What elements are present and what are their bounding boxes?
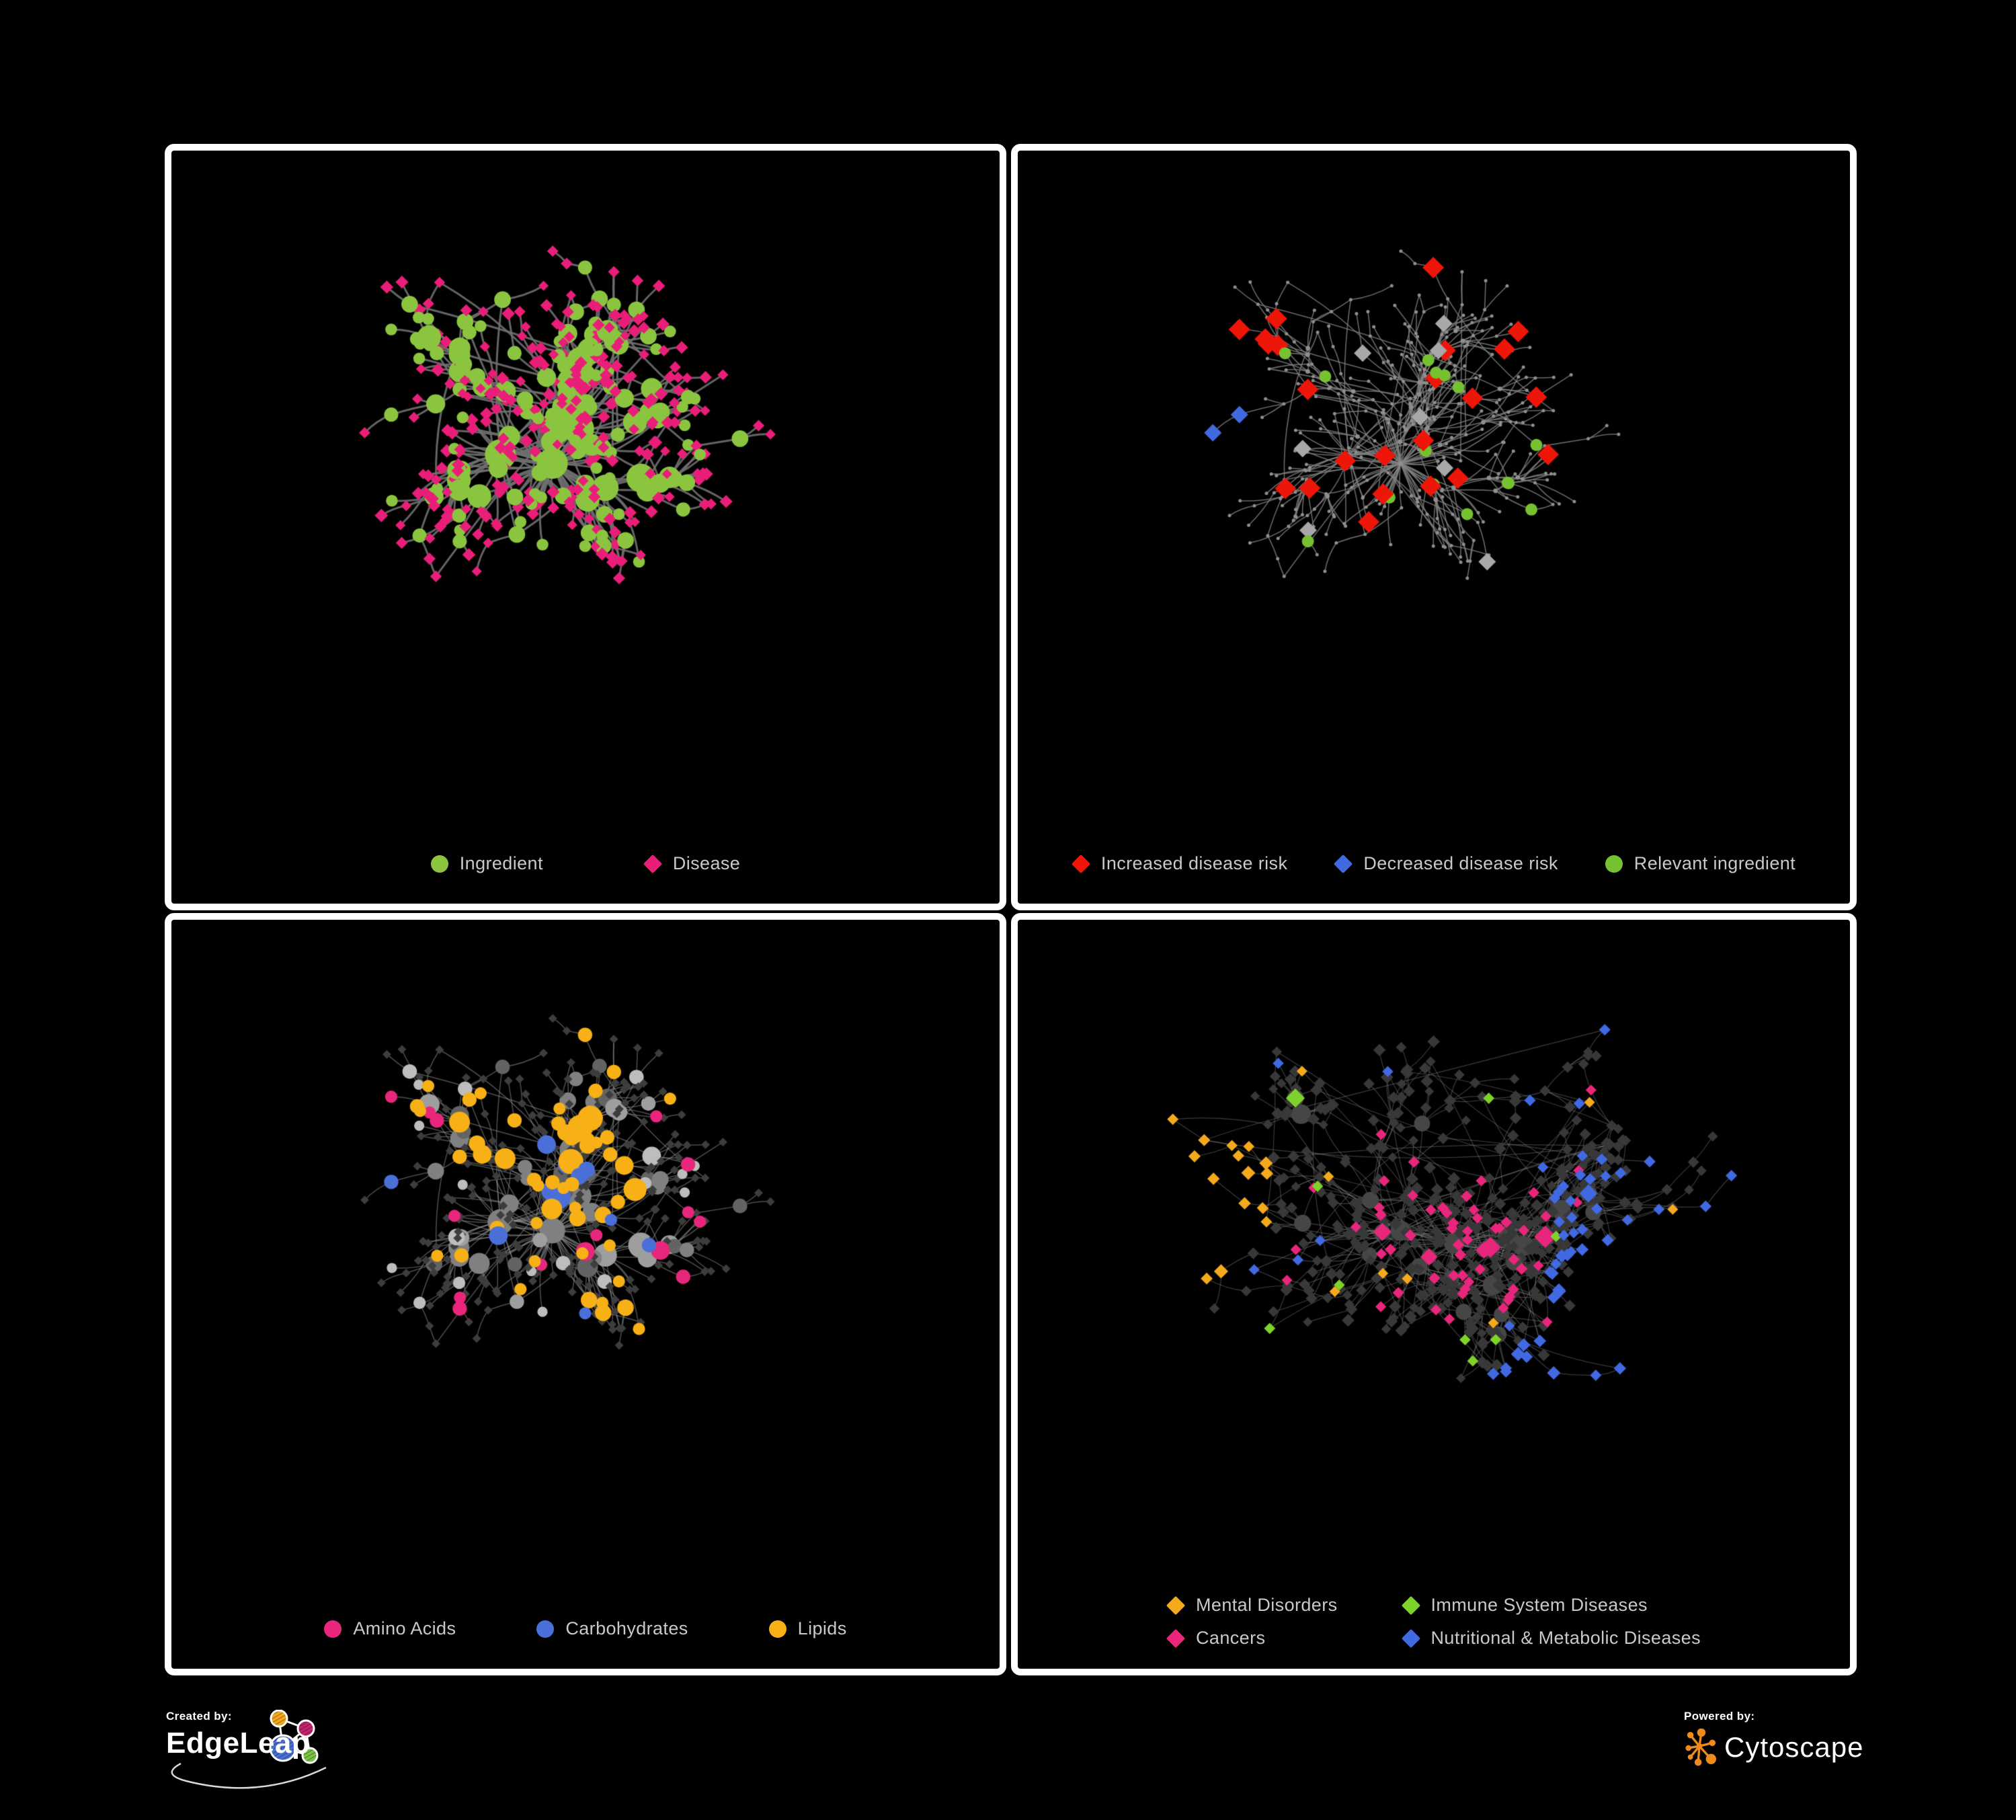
legend-ingredient-disease: Ingredient Disease: [171, 853, 1000, 874]
panel-nutrient-class: Amino Acids Carbohydrates Lipids: [165, 913, 1006, 1675]
legend-item: Immune System Diseases: [1401, 1595, 1701, 1616]
legend-item: Disease: [643, 853, 741, 874]
legend-label: Lipids: [797, 1618, 847, 1638]
edgeleap-swoosh: [171, 1762, 327, 1789]
cytoscape-brand: Cytoscape: [1724, 1731, 1864, 1763]
panel-ingredient-disease: Ingredient Disease: [165, 144, 1006, 910]
powered-by-label: Powered by:: [1684, 1710, 1755, 1723]
legend-label: Ingredient: [459, 853, 543, 873]
legend-item: Decreased disease risk: [1334, 853, 1558, 874]
legend-item: Ingredient: [430, 853, 543, 874]
legend-label: Disease: [672, 853, 741, 873]
legend-item: Amino Acids: [324, 1618, 456, 1639]
edgeleap-brand: EdgeLeap: [166, 1727, 311, 1759]
panel-disease-category: Mental Disorders Immune System Diseases Ca…: [1011, 913, 1857, 1675]
legend-label: Relevant ingredient: [1634, 853, 1796, 873]
legend-label: Amino Acids: [353, 1618, 456, 1638]
legend-item: Carbohydrates: [536, 1618, 688, 1639]
legend-item: Cancers: [1166, 1628, 1337, 1649]
diamond-marker: [1334, 854, 1353, 873]
created-by-label: Created by:: [166, 1710, 232, 1723]
legend-item: Lipids: [768, 1618, 847, 1639]
legend-disease-category: Mental Disorders Immune System Diseases Ca…: [1018, 1595, 1850, 1649]
diamond-marker: [1401, 1628, 1420, 1648]
cytoscape-logo-icon: [1685, 1729, 1716, 1766]
diamond-marker: [1071, 854, 1091, 873]
legend-label: Carbohydrates: [565, 1618, 688, 1638]
panel-disease-risk: Increased disease risk Decreased disease …: [1011, 144, 1857, 910]
circle-marker: [1605, 855, 1623, 873]
circle-marker: [324, 1620, 342, 1638]
legend-nutrient-class: Amino Acids Carbohydrates Lipids: [171, 1618, 1000, 1639]
legend-label: Immune System Diseases: [1430, 1595, 1648, 1615]
powered-by-block: Powered by:: [1684, 1710, 1863, 1784]
legend-label: Decreased disease risk: [1363, 853, 1558, 873]
legend-label: Mental Disorders: [1196, 1595, 1338, 1615]
created-by-block: Created by: EdgeLeap: [166, 1710, 408, 1797]
network-disease-category: [1018, 920, 1850, 1669]
circle-marker: [536, 1620, 555, 1638]
diamond-marker: [1166, 1628, 1186, 1648]
legend-item: Mental Disorders: [1166, 1595, 1338, 1616]
legend-label: Increased disease risk: [1100, 853, 1288, 873]
circle-marker: [430, 855, 448, 873]
legend-label: Nutritional & Metabolic Diseases: [1430, 1628, 1701, 1648]
circle-marker: [768, 1620, 787, 1638]
network-disease-risk: [1018, 151, 1850, 904]
diamond-marker: [1401, 1595, 1420, 1615]
legend-item: Relevant ingredient: [1605, 853, 1796, 874]
legend-label: Cancers: [1196, 1628, 1266, 1648]
network-nutrient-class: [171, 920, 1000, 1669]
legend-disease-risk: Increased disease risk Decreased disease …: [1018, 853, 1850, 874]
diamond-marker: [643, 854, 663, 873]
diamond-marker: [1166, 1595, 1186, 1615]
network-ingredient-disease: [171, 151, 1000, 904]
legend-item: Nutritional & Metabolic Diseases: [1401, 1628, 1701, 1649]
legend-item: Increased disease risk: [1071, 853, 1288, 874]
